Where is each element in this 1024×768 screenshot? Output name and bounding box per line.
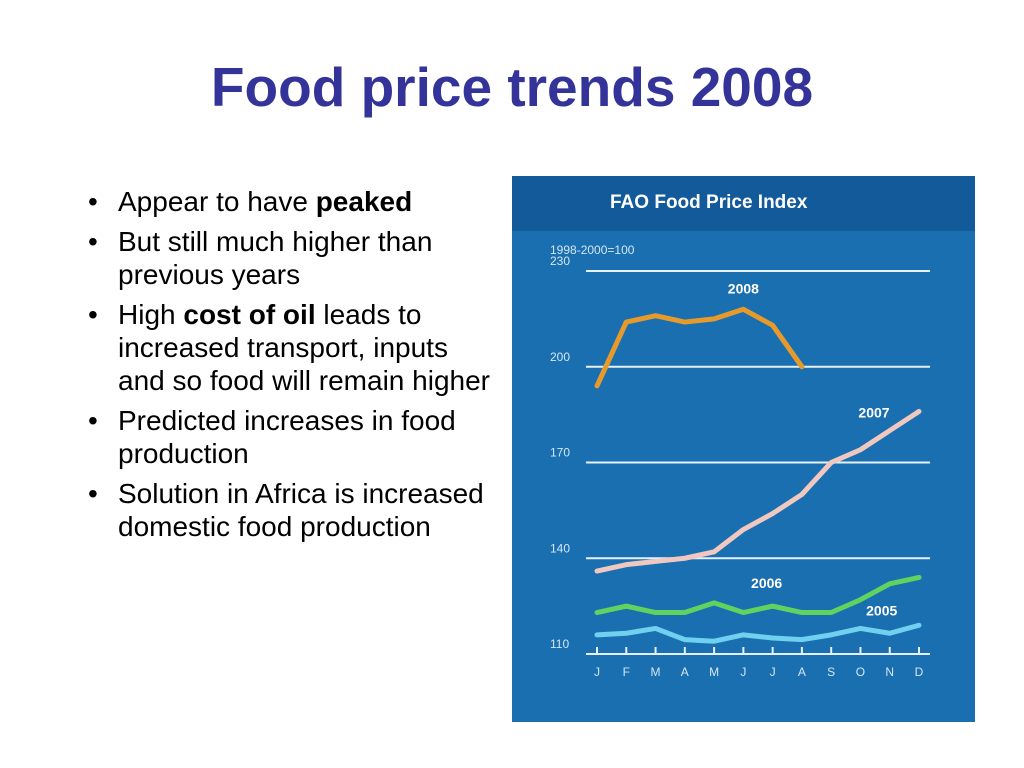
x-tick-label: M <box>651 665 661 679</box>
series-line-2006 <box>594 574 922 616</box>
x-tick-label: F <box>623 665 630 679</box>
x-tick-label: J <box>770 665 776 679</box>
chart-subtitle: 1998-2000=100 <box>550 243 635 257</box>
chart-header <box>512 176 975 231</box>
bullet-text: Predicted increases in food production <box>118 405 456 469</box>
series-label: 2007 <box>858 404 889 420</box>
bullet-bold-text: peaked <box>315 186 413 217</box>
x-tick-label: N <box>885 665 894 679</box>
bullet-item: Solution in Africa is increased domestic… <box>88 477 498 543</box>
bullet-text: leads to increased transport, inputs and… <box>118 299 490 396</box>
x-tick-label: A <box>681 665 689 679</box>
x-tick-label: S <box>827 665 835 679</box>
series-line-2005 <box>594 622 922 644</box>
y-tick-label: 140 <box>550 541 570 555</box>
slide-title: Food price trends 2008 <box>210 56 814 118</box>
series-label: 2006 <box>751 575 782 591</box>
bullet-item: Predicted increases in food production <box>88 404 498 470</box>
series-line-2007 <box>594 408 922 574</box>
chart-background <box>512 176 975 722</box>
bullet-bold-text: cost of oil <box>183 299 316 330</box>
gridlines <box>586 270 930 655</box>
x-tick-label: J <box>594 665 600 679</box>
y-tick-label: 110 <box>550 637 569 651</box>
bullet-list: Appear to have peaked But still much hig… <box>88 185 498 550</box>
x-tick-label: D <box>915 665 924 679</box>
series-label: 2008 <box>728 280 759 296</box>
bullet-item: Appear to have peaked <box>88 185 498 218</box>
chart-title: FAO Food Price Index <box>610 192 808 213</box>
x-tick-label: O <box>856 665 865 679</box>
y-tick-label: 170 <box>550 446 570 460</box>
series-line-2008 <box>594 306 805 389</box>
y-tick-label: 230 <box>550 254 570 268</box>
bullet-text: Appear to have <box>118 186 316 217</box>
bullet-text: But still much higher than previous year… <box>118 226 433 290</box>
x-tick-label: M <box>709 665 719 679</box>
bullet-item: High cost of oil leads to increased tran… <box>88 298 498 397</box>
x-tick-label: J <box>740 665 746 679</box>
y-tick-labels: 110 140 170 200 230 <box>550 254 570 651</box>
y-tick-label: 200 <box>550 350 570 364</box>
fao-chart: FAO Food Price Index 1998-2000=100 110 14… <box>512 176 975 722</box>
x-tick-label: A <box>798 665 806 679</box>
series-lines <box>594 306 922 644</box>
series-label: 2005 <box>866 602 897 618</box>
chart-svg: FAO Food Price Index 1998-2000=100 110 14… <box>512 176 975 722</box>
bullet-item: But still much higher than previous year… <box>88 225 498 291</box>
bullet-text: Solution in Africa is increased domestic… <box>118 478 484 542</box>
bullet-text: High <box>118 299 184 330</box>
series-labels: 2008 2007 2006 2005 <box>728 280 898 618</box>
